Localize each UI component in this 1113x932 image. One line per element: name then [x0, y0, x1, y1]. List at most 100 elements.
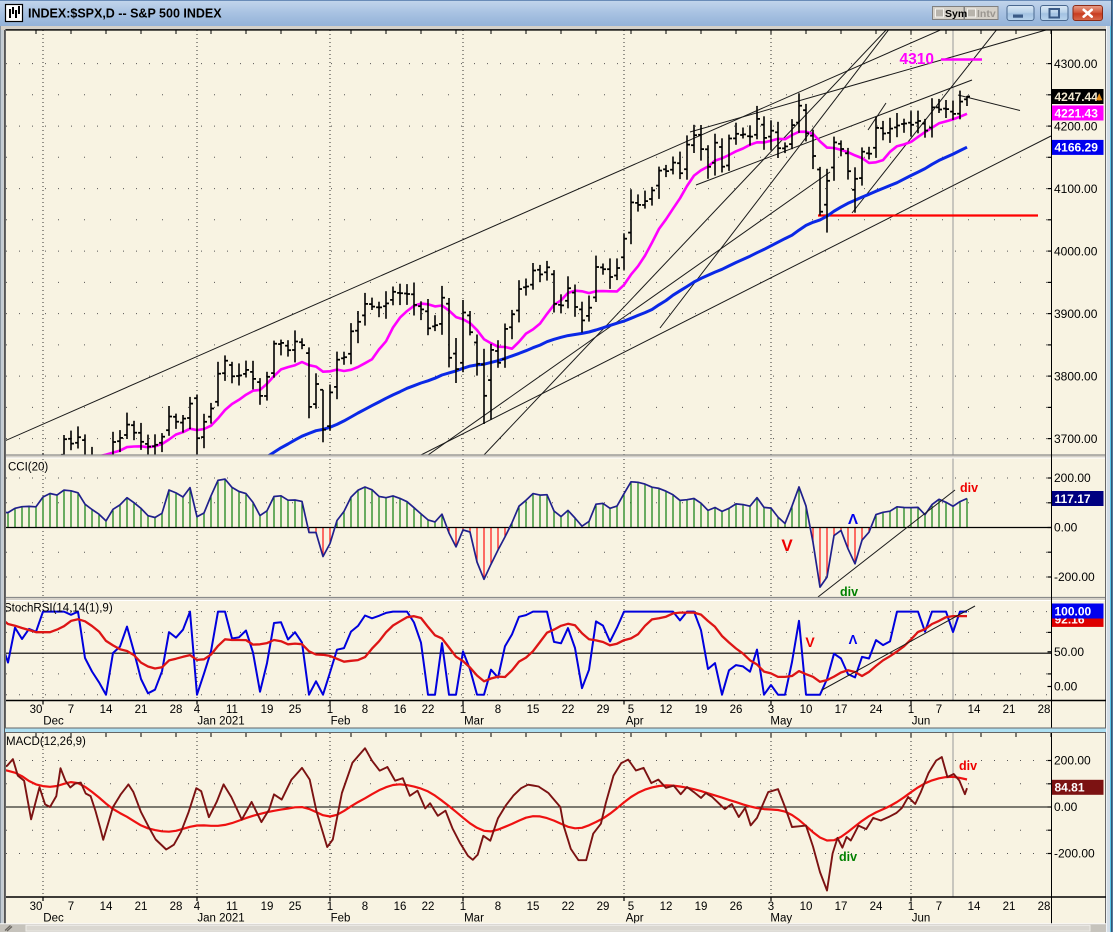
svg-text:22: 22: [562, 704, 575, 716]
svg-text:CCI(20): CCI(20): [8, 462, 48, 474]
svg-text:17: 17: [835, 704, 848, 716]
svg-text:200.00: 200.00: [1054, 471, 1091, 485]
svg-text:1: 1: [460, 704, 466, 716]
svg-text:4: 4: [194, 704, 201, 716]
svg-text:Mar: Mar: [464, 913, 484, 925]
svg-text:1: 1: [908, 704, 914, 716]
svg-text:25: 25: [289, 901, 302, 913]
svg-text:Jan 2021: Jan 2021: [197, 913, 244, 925]
svg-text:30: 30: [30, 704, 43, 716]
svg-text:Sym: Sym: [945, 8, 967, 20]
svg-text:Apr: Apr: [626, 913, 644, 925]
svg-text:1: 1: [327, 704, 333, 716]
svg-text:1: 1: [908, 901, 914, 913]
svg-text:7: 7: [68, 704, 74, 716]
svg-text:25: 25: [289, 704, 302, 716]
svg-text:11: 11: [226, 704, 238, 716]
svg-text:4100.00: 4100.00: [1054, 182, 1098, 196]
svg-text:14: 14: [968, 901, 981, 913]
svg-text:1: 1: [327, 901, 333, 913]
svg-text:8: 8: [362, 704, 368, 716]
svg-text:19: 19: [261, 704, 274, 716]
svg-text:4300.00: 4300.00: [1054, 57, 1098, 71]
svg-text:Feb: Feb: [331, 716, 351, 728]
svg-text:14: 14: [968, 704, 981, 716]
svg-text:May: May: [770, 716, 792, 728]
svg-text:12: 12: [660, 901, 673, 913]
svg-text:Dec: Dec: [43, 716, 64, 728]
svg-text:50.00: 50.00: [1054, 645, 1084, 659]
svg-text:Intv: Intv: [977, 8, 996, 20]
svg-text:3: 3: [768, 901, 774, 913]
svg-text:V: V: [781, 536, 793, 555]
svg-text:8: 8: [495, 704, 501, 716]
svg-text:Λ: Λ: [848, 511, 858, 528]
svg-text:19: 19: [261, 901, 274, 913]
svg-text:4200.00: 4200.00: [1054, 119, 1098, 133]
svg-text:Jan 2021: Jan 2021: [197, 716, 244, 728]
svg-text:4000.00: 4000.00: [1054, 244, 1098, 258]
svg-text:28: 28: [1038, 704, 1051, 716]
svg-text:14: 14: [100, 901, 113, 913]
svg-text:-200.00: -200.00: [1054, 570, 1095, 584]
svg-text:24: 24: [870, 901, 883, 913]
svg-text:19: 19: [695, 901, 708, 913]
svg-text:15: 15: [527, 704, 540, 716]
svg-text:22: 22: [422, 704, 435, 716]
svg-text:28: 28: [1038, 901, 1051, 913]
svg-text:16: 16: [394, 704, 407, 716]
svg-text:Mar: Mar: [464, 716, 484, 728]
svg-text:div: div: [959, 759, 977, 773]
svg-text:8: 8: [362, 901, 368, 913]
svg-text:3800.00: 3800.00: [1054, 369, 1098, 383]
svg-text:29: 29: [597, 901, 610, 913]
svg-text:21: 21: [135, 704, 148, 716]
svg-text:4221.43: 4221.43: [1055, 106, 1099, 120]
svg-text:Feb: Feb: [331, 913, 351, 925]
svg-text:7: 7: [936, 901, 942, 913]
svg-text:May: May: [770, 913, 792, 925]
svg-text:MACD(12,26,9): MACD(12,26,9): [6, 736, 86, 748]
svg-text:Jun: Jun: [912, 913, 931, 925]
svg-text:7: 7: [68, 901, 74, 913]
svg-text:100.00: 100.00: [1055, 604, 1092, 618]
svg-text:4: 4: [194, 901, 201, 913]
svg-text:28: 28: [170, 901, 183, 913]
svg-text:22: 22: [562, 901, 575, 913]
svg-text:INDEX:$SPX,D -- S&P 500 INDEX: INDEX:$SPX,D -- S&P 500 INDEX: [28, 7, 222, 21]
svg-text:84.81: 84.81: [1055, 781, 1085, 795]
svg-text:StochRSI(14,14(1),9): StochRSI(14,14(1),9): [4, 603, 113, 615]
svg-text:-200.00: -200.00: [1054, 847, 1095, 861]
svg-text:17: 17: [835, 901, 848, 913]
svg-text:21: 21: [1003, 704, 1016, 716]
svg-text:28: 28: [170, 704, 183, 716]
svg-text:0.00: 0.00: [1054, 521, 1078, 535]
svg-text:Λ: Λ: [849, 632, 858, 647]
svg-text:5: 5: [628, 704, 634, 716]
svg-text:11: 11: [226, 901, 238, 913]
svg-text:12: 12: [660, 704, 673, 716]
svg-text:26: 26: [730, 901, 743, 913]
svg-text:3900.00: 3900.00: [1054, 307, 1098, 321]
svg-text:Apr: Apr: [626, 716, 644, 728]
svg-text:8: 8: [495, 901, 501, 913]
svg-text:3: 3: [768, 704, 774, 716]
svg-text:Jun: Jun: [912, 716, 931, 728]
svg-text:0.00: 0.00: [1054, 800, 1078, 814]
svg-text:7: 7: [936, 704, 942, 716]
svg-text:4247.44: 4247.44: [1055, 90, 1099, 104]
svg-text:5: 5: [628, 901, 634, 913]
svg-text:4166.29: 4166.29: [1055, 141, 1099, 155]
svg-text:10: 10: [800, 901, 813, 913]
svg-text:3700.00: 3700.00: [1054, 432, 1098, 446]
svg-text:V: V: [805, 634, 815, 650]
svg-text:22: 22: [422, 901, 435, 913]
svg-text:Dec: Dec: [43, 913, 64, 925]
svg-text:24: 24: [870, 704, 883, 716]
svg-text:21: 21: [1003, 901, 1016, 913]
svg-text:1: 1: [460, 901, 466, 913]
svg-text:0.00: 0.00: [1054, 680, 1078, 694]
svg-text:div: div: [960, 481, 978, 495]
svg-text:117.17: 117.17: [1055, 492, 1091, 506]
svg-text:21: 21: [135, 901, 148, 913]
